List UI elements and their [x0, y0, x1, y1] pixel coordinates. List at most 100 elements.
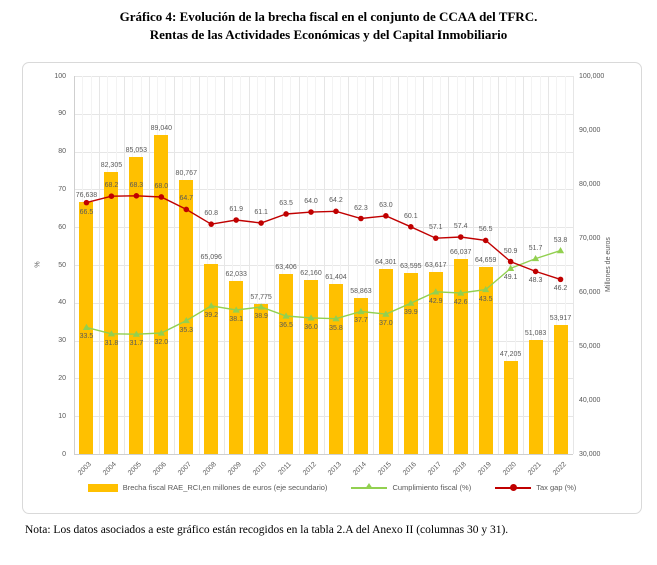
right-axis-tick: 70,000	[579, 234, 601, 242]
line-value-label: 60.8	[204, 210, 219, 218]
red-line-swatch	[495, 484, 532, 491]
legend-item-taxgap: Tax gap (%)	[495, 483, 576, 492]
triangle-marker	[332, 315, 340, 322]
left-axis-tick: 100	[54, 72, 66, 80]
line-value-label: 37.0	[379, 320, 393, 328]
x-axis-label: 2004	[102, 461, 119, 477]
bar-label: 51,083	[524, 330, 547, 338]
line-value-label: 50.9	[503, 247, 518, 255]
right-axis-title: Millones de euros	[604, 237, 612, 292]
circle-marker-icon	[510, 484, 518, 491]
circle-marker	[233, 217, 239, 223]
circle-marker	[432, 235, 439, 241]
line-value-label: 64.0	[304, 198, 318, 206]
bar-label: 64,659	[474, 256, 497, 264]
bar-label: 58,863	[350, 288, 372, 296]
x-axis-label: 2012	[302, 461, 318, 477]
x-axis-label: 2011	[277, 461, 294, 477]
legend-label: Cumplimiento fiscal (%)	[392, 483, 472, 492]
circle-marker	[133, 193, 140, 199]
right-axis-tick: 50,000	[579, 342, 601, 350]
bar-label: 62,160	[300, 270, 322, 278]
bar-label: 61,404	[325, 274, 347, 282]
gridline-vertical	[398, 76, 400, 454]
line-value-label: 64.2	[329, 197, 343, 205]
line-value-label: 38.9	[254, 312, 268, 320]
gridline-vertical-minor	[331, 76, 333, 454]
right-axis-tick: 100,000	[579, 72, 605, 80]
bar-2018	[453, 259, 468, 454]
circle-marker	[482, 237, 489, 244]
bar-label: 65,096	[200, 254, 222, 262]
gridline-vertical-minor	[340, 76, 342, 454]
gridline-vertical	[423, 76, 425, 454]
x-axis-label: 2019	[476, 461, 493, 477]
gridline-vertical-minor	[414, 76, 416, 454]
circle-marker	[358, 215, 364, 222]
bar-label: 63,595	[400, 262, 422, 270]
triangle-marker	[382, 310, 390, 317]
bar-2011	[279, 273, 294, 454]
x-axis-label: 2007	[177, 461, 194, 477]
gridline-vertical-minor	[240, 76, 242, 454]
x-axis-label: 2009	[227, 461, 244, 477]
gridline-vertical-minor	[265, 76, 267, 454]
circle-marker	[108, 193, 115, 200]
gridline-vertical-minor	[431, 76, 433, 454]
gridline-vertical	[223, 76, 225, 454]
line-value-label: 51.7	[528, 244, 543, 252]
line-circle	[86, 195, 561, 281]
gridline-vertical	[373, 76, 375, 454]
bar-2022	[553, 324, 568, 454]
line-value-label: 35.8	[329, 324, 343, 332]
gridline-vertical-minor	[356, 76, 358, 454]
bar-2012	[304, 280, 319, 454]
bar-2015	[378, 268, 393, 454]
line-value-label: 31.8	[104, 339, 119, 347]
chart-title: Gráfico 4: Evolución de la brecha fiscal…	[0, 8, 657, 43]
chart-card: % Millones de euros Brecha fiscal RAE_RC…	[22, 62, 642, 514]
triangle-marker	[282, 312, 290, 319]
circle-marker	[507, 258, 514, 265]
gridline-vertical-minor	[564, 76, 566, 454]
line-value-label: 61.9	[229, 206, 243, 214]
left-axis-tick: 0	[62, 450, 66, 458]
triangle-marker	[357, 307, 365, 315]
gridline-vertical-minor	[406, 76, 408, 454]
triangle-marker	[507, 264, 515, 272]
gridline-vertical	[248, 76, 250, 454]
bar-2006	[154, 135, 169, 454]
line-value-label: 63.5	[279, 199, 293, 207]
bar-label: 53,917	[549, 314, 572, 322]
left-axis-tick: 70	[58, 185, 66, 193]
triangle-marker	[307, 314, 315, 321]
triangle-marker	[82, 323, 91, 330]
bar-2007	[179, 179, 194, 454]
circle-marker	[183, 206, 190, 213]
circle-marker	[208, 221, 215, 227]
left-axis-tick: 90	[58, 110, 66, 118]
bar-2021	[528, 340, 543, 454]
circle-marker	[83, 199, 90, 206]
circle-marker	[158, 194, 165, 200]
gridline-vertical-minor	[365, 76, 367, 454]
bar-label: 85,053	[125, 146, 148, 154]
circle-marker	[383, 213, 389, 219]
circle-marker	[258, 220, 264, 226]
gridline-vertical-minor	[306, 76, 308, 454]
gridline-vertical	[98, 76, 100, 454]
bar-label: 63,617	[425, 262, 447, 270]
bar-2010	[254, 304, 269, 454]
circle-marker	[408, 224, 414, 230]
gridline-vertical	[348, 76, 350, 454]
line-value-label: 35.3	[179, 326, 194, 334]
line-value-label: 64.7	[179, 195, 194, 203]
gridline-vertical-minor	[506, 76, 508, 454]
line-value-label: 36.0	[304, 323, 318, 331]
x-axis-label: 2017	[426, 461, 443, 477]
x-axis-label: 2010	[252, 461, 269, 477]
line-value-label: 48.3	[528, 277, 543, 285]
bar-2013	[328, 284, 343, 454]
gridline-vertical	[198, 76, 200, 454]
line-value-label: 43.5	[478, 295, 493, 303]
